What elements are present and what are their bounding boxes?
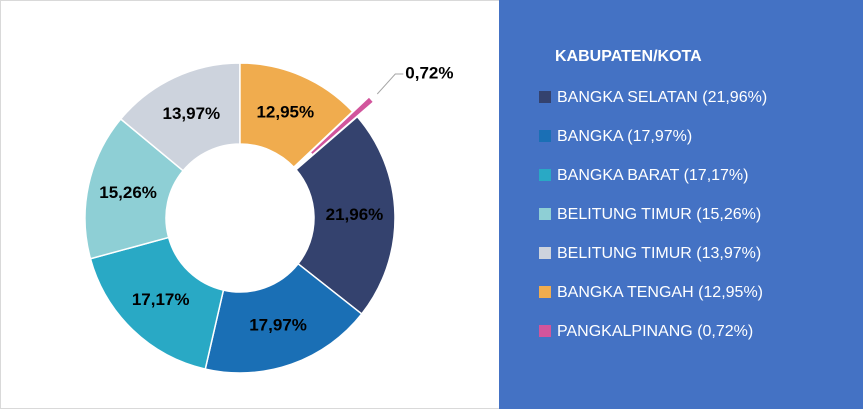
legend-swatch	[539, 247, 551, 259]
legend-label: BELITUNG TIMUR (13,97%)	[557, 245, 761, 262]
legend-swatch	[539, 169, 551, 181]
slice	[294, 115, 396, 316]
slice	[84, 117, 185, 260]
legend-swatch	[539, 130, 551, 142]
data-label: 12,95%	[256, 102, 314, 121]
legend-label: BANGKA TENGAH (12,95%)	[557, 284, 763, 301]
data-label: 17,97%	[249, 315, 307, 334]
legend-label: BANGKA SELATAN (21,96%)	[557, 89, 767, 106]
data-label: 21,96%	[326, 205, 384, 224]
legend-label: BANGKA (17,97%)	[557, 128, 692, 145]
data-label: 0,72%	[405, 63, 453, 82]
data-label: 13,97%	[162, 104, 220, 123]
legend-label: PANGKALPINANG (0,72%)	[557, 323, 753, 340]
legend-label: BANGKA BARAT (17,17%)	[557, 167, 748, 184]
legend-panel	[499, 0, 863, 409]
legend-swatch	[539, 91, 551, 103]
legend-label: BELITUNG TIMUR (15,26%)	[557, 206, 761, 223]
data-label: 15,26%	[99, 183, 157, 202]
legend-title: KABUPATEN/KOTA	[555, 48, 702, 65]
slice	[89, 236, 225, 370]
data-label: 17,17%	[132, 290, 190, 309]
legend-swatch	[539, 325, 551, 337]
legend-swatch	[539, 208, 551, 220]
slice	[204, 262, 363, 374]
leader-line	[376, 73, 404, 95]
slice	[309, 95, 375, 156]
legend-swatch	[539, 286, 551, 298]
